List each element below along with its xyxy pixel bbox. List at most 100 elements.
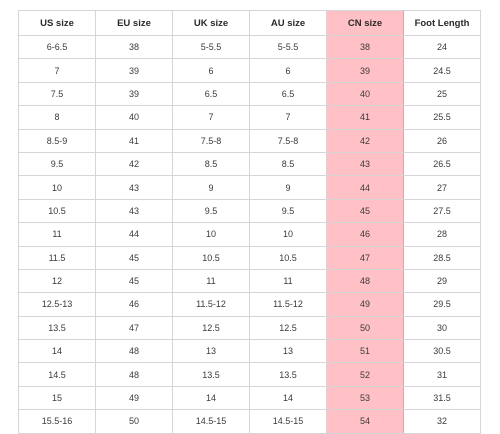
table-header-row: US size EU size UK size AU size CN size … bbox=[18, 10, 481, 36]
eu-size-cell: 40 bbox=[95, 105, 173, 130]
cn-size-cell: 41 bbox=[326, 105, 404, 130]
table-row: 14.5 48 13.5 13.5 52 31 bbox=[18, 362, 481, 387]
cn-size-cell: 53 bbox=[326, 385, 404, 411]
table-row: 15 49 14 14 53 31.5 bbox=[18, 385, 481, 411]
uk-size-cell: 7 bbox=[172, 105, 250, 130]
eu-size-cell: 48 bbox=[95, 362, 173, 387]
eu-size-cell: 39 bbox=[95, 81, 173, 107]
cn-size-cell: 44 bbox=[326, 175, 404, 200]
cn-size-cell: 50 bbox=[326, 315, 404, 341]
cn-size-cell: 39 bbox=[326, 58, 404, 83]
eu-size-cell: 43 bbox=[95, 198, 173, 224]
size-chart-table: US size EU size UK size AU size CN size … bbox=[18, 10, 481, 434]
us-size-cell: 10 bbox=[18, 175, 96, 200]
au-size-cell: 10.5 bbox=[249, 245, 327, 270]
foot-length-cell: 24.5 bbox=[403, 58, 481, 83]
foot-length-cell: 24 bbox=[403, 34, 481, 60]
table-row: 6-6.5 38 5-5.5 5-5.5 38 24 bbox=[18, 34, 481, 60]
foot-length-cell: 29 bbox=[403, 268, 481, 294]
us-size-cell: 12 bbox=[18, 268, 96, 294]
table-row: 11 44 10 10 46 28 bbox=[18, 222, 481, 247]
us-size-cell: 7 bbox=[18, 58, 96, 83]
uk-size-cell: 11.5-12 bbox=[172, 292, 250, 317]
uk-size-cell: 9 bbox=[172, 175, 250, 200]
foot-length-cell: 30.5 bbox=[403, 339, 481, 364]
table-row: 7.5 39 6.5 6.5 40 25 bbox=[18, 81, 481, 107]
foot-length-cell: 26.5 bbox=[403, 151, 481, 177]
foot-length-cell: 25.5 bbox=[403, 105, 481, 130]
eu-size-cell: 47 bbox=[95, 315, 173, 341]
cn-size-cell: 46 bbox=[326, 222, 404, 247]
uk-size-cell: 6 bbox=[172, 58, 250, 83]
us-size-cell: 14.5 bbox=[18, 362, 96, 387]
table-body: 6-6.5 38 5-5.5 5-5.5 38 24 7 39 6 6 39 24.5 7.5 39 6.5… bbox=[18, 34, 481, 434]
uk-size-cell: 14 bbox=[172, 385, 250, 411]
us-size-cell: 10.5 bbox=[18, 198, 96, 224]
foot-length-cell: 26 bbox=[403, 128, 481, 153]
au-size-cell: 6 bbox=[249, 58, 327, 83]
size-chart-container: US size EU size UK size AU size CN size … bbox=[18, 10, 481, 434]
us-size-cell: 15.5-16 bbox=[18, 409, 96, 434]
cn-size-cell: 47 bbox=[326, 245, 404, 270]
cn-size-cell: 52 bbox=[326, 362, 404, 387]
au-size-cell: 5-5.5 bbox=[249, 34, 327, 60]
eu-size-cell: 41 bbox=[95, 128, 173, 153]
header-cn-size: CN size bbox=[326, 10, 404, 36]
eu-size-cell: 50 bbox=[95, 409, 173, 434]
cn-size-cell: 42 bbox=[326, 128, 404, 153]
us-size-cell: 13.5 bbox=[18, 315, 96, 341]
au-size-cell: 10 bbox=[249, 222, 327, 247]
foot-length-cell: 31 bbox=[403, 362, 481, 387]
au-size-cell: 11 bbox=[249, 268, 327, 294]
us-size-cell: 8 bbox=[18, 105, 96, 130]
uk-size-cell: 10 bbox=[172, 222, 250, 247]
foot-length-cell: 32 bbox=[403, 409, 481, 434]
table-row: 7 39 6 6 39 24.5 bbox=[18, 58, 481, 83]
cn-size-cell: 38 bbox=[326, 34, 404, 60]
eu-size-cell: 44 bbox=[95, 222, 173, 247]
au-size-cell: 12.5 bbox=[249, 315, 327, 341]
uk-size-cell: 6.5 bbox=[172, 81, 250, 107]
au-size-cell: 11.5-12 bbox=[249, 292, 327, 317]
us-size-cell: 11 bbox=[18, 222, 96, 247]
table-row: 10.5 43 9.5 9.5 45 27.5 bbox=[18, 198, 481, 224]
au-size-cell: 13 bbox=[249, 339, 327, 364]
us-size-cell: 9.5 bbox=[18, 151, 96, 177]
foot-length-cell: 31.5 bbox=[403, 385, 481, 411]
table-row: 9.5 42 8.5 8.5 43 26.5 bbox=[18, 151, 481, 177]
uk-size-cell: 12.5 bbox=[172, 315, 250, 341]
us-size-cell: 15 bbox=[18, 385, 96, 411]
cn-size-cell: 54 bbox=[326, 409, 404, 434]
cn-size-cell: 48 bbox=[326, 268, 404, 294]
eu-size-cell: 39 bbox=[95, 58, 173, 83]
us-size-cell: 11.5 bbox=[18, 245, 96, 270]
uk-size-cell: 13.5 bbox=[172, 362, 250, 387]
eu-size-cell: 45 bbox=[95, 245, 173, 270]
table-row: 13.5 47 12.5 12.5 50 30 bbox=[18, 315, 481, 341]
us-size-cell: 7.5 bbox=[18, 81, 96, 107]
foot-length-cell: 28.5 bbox=[403, 245, 481, 270]
eu-size-cell: 38 bbox=[95, 34, 173, 60]
foot-length-cell: 25 bbox=[403, 81, 481, 107]
us-size-cell: 12.5-13 bbox=[18, 292, 96, 317]
header-us-size: US size bbox=[18, 10, 96, 36]
us-size-cell: 14 bbox=[18, 339, 96, 364]
us-size-cell: 6-6.5 bbox=[18, 34, 96, 60]
au-size-cell: 14 bbox=[249, 385, 327, 411]
foot-length-cell: 29.5 bbox=[403, 292, 481, 317]
cn-size-cell: 43 bbox=[326, 151, 404, 177]
uk-size-cell: 8.5 bbox=[172, 151, 250, 177]
eu-size-cell: 43 bbox=[95, 175, 173, 200]
uk-size-cell: 7.5-8 bbox=[172, 128, 250, 153]
table-row: 11.5 45 10.5 10.5 47 28.5 bbox=[18, 245, 481, 270]
eu-size-cell: 46 bbox=[95, 292, 173, 317]
uk-size-cell: 13 bbox=[172, 339, 250, 364]
au-size-cell: 9 bbox=[249, 175, 327, 200]
eu-size-cell: 42 bbox=[95, 151, 173, 177]
foot-length-cell: 27 bbox=[403, 175, 481, 200]
au-size-cell: 7 bbox=[249, 105, 327, 130]
uk-size-cell: 5-5.5 bbox=[172, 34, 250, 60]
table-row: 12 45 11 11 48 29 bbox=[18, 268, 481, 294]
cn-size-cell: 49 bbox=[326, 292, 404, 317]
foot-length-cell: 27.5 bbox=[403, 198, 481, 224]
